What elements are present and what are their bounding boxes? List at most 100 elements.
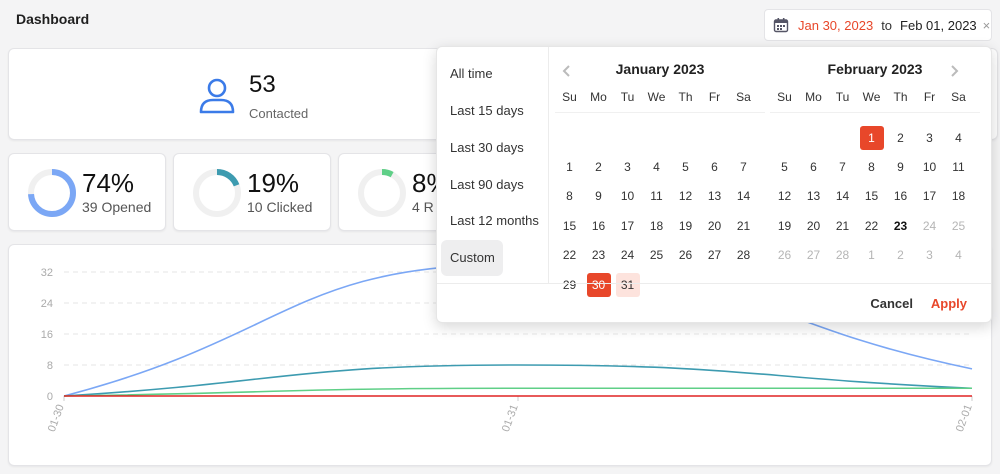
calendar-day[interactable]: 6: [700, 152, 729, 181]
contacted-label: Contacted: [249, 106, 309, 121]
calendar-day[interactable]: 4: [944, 123, 973, 152]
calendar-day[interactable]: 13: [700, 182, 729, 211]
calendar-day[interactable]: 19: [671, 211, 700, 240]
calendar-day[interactable]: 13: [799, 182, 828, 211]
calendar-day[interactable]: 15: [555, 211, 584, 240]
calendar-day[interactable]: 2: [886, 123, 915, 152]
calendar-day[interactable]: 18: [642, 211, 671, 240]
calendar-day[interactable]: 11: [944, 152, 973, 181]
preset-all-time[interactable]: All time: [450, 66, 493, 81]
calendar-day[interactable]: 9: [886, 152, 915, 181]
date-range-picker[interactable]: Jan 30, 2023 to Feb 01, 2023 ×: [764, 9, 992, 41]
calendar-day[interactable]: 21: [729, 211, 758, 240]
calendar-day[interactable]: 12: [671, 182, 700, 211]
calendar-day[interactable]: 19: [770, 211, 799, 240]
calendar-day[interactable]: 17: [915, 182, 944, 211]
calendar-day[interactable]: 7: [729, 152, 758, 181]
calendar-day[interactable]: 12: [770, 182, 799, 211]
calendar-day[interactable]: 23: [886, 211, 915, 240]
calendar-day-empty: [584, 123, 613, 152]
calendar-day[interactable]: 11: [642, 182, 671, 211]
calendar-day[interactable]: 28: [828, 241, 857, 270]
calendar-day-number: [674, 126, 698, 150]
calendar-day[interactable]: 27: [799, 241, 828, 270]
calendar-day[interactable]: 22: [555, 241, 584, 270]
preset-last-15-days[interactable]: Last 15 days: [450, 103, 524, 118]
calendar-day-empty: [770, 123, 799, 152]
calendar-day[interactable]: 1: [857, 123, 886, 152]
series-line: [63, 364, 973, 397]
calendar-day[interactable]: 14: [729, 182, 758, 211]
chevron-right-icon[interactable]: [948, 64, 960, 78]
calendar-day[interactable]: 15: [857, 182, 886, 211]
calendar-day[interactable]: 2: [886, 241, 915, 270]
calendar-day-number: 6: [711, 160, 718, 175]
preset-custom[interactable]: Custom: [441, 240, 503, 276]
calendar-day[interactable]: 30: [584, 270, 613, 299]
clicked-percent: 19%: [247, 168, 300, 198]
calendar-day[interactable]: 3: [613, 152, 642, 181]
calendar-day[interactable]: 10: [915, 152, 944, 181]
preset-last-90-days[interactable]: Last 90 days: [450, 177, 524, 192]
calendar-day-number: 25: [951, 218, 966, 233]
chevron-left-icon[interactable]: [561, 64, 573, 78]
calendar-day[interactable]: 4: [944, 241, 973, 270]
calendar-day[interactable]: 24: [613, 241, 642, 270]
calendar-day[interactable]: 5: [671, 152, 700, 181]
calendar-day[interactable]: 4: [642, 152, 671, 181]
calendar-day[interactable]: 20: [700, 211, 729, 240]
opened-card: 74% 39 Opened: [8, 153, 166, 231]
month-title: February 2023: [827, 61, 923, 77]
calendar-day[interactable]: 25: [944, 211, 973, 240]
calendar-day[interactable]: 1: [555, 152, 584, 181]
calendar-day[interactable]: 8: [555, 182, 584, 211]
y-tick-label: 8: [47, 360, 53, 372]
cancel-button[interactable]: Cancel: [870, 296, 913, 311]
calendar-day-number: 22: [864, 218, 879, 233]
calendar-day[interactable]: 26: [770, 241, 799, 270]
calendar-day[interactable]: 22: [857, 211, 886, 240]
calendar-day[interactable]: 14: [828, 182, 857, 211]
calendar-day[interactable]: 24: [915, 211, 944, 240]
calendar-day[interactable]: 1: [857, 241, 886, 270]
calendar-day[interactable]: 16: [886, 182, 915, 211]
preset-last-12-months[interactable]: Last 12 months: [450, 213, 539, 228]
calendar-day-number: 4: [955, 130, 962, 145]
calendar-day-number: 26: [678, 248, 693, 263]
calendar-day[interactable]: 21: [828, 211, 857, 240]
calendar-day[interactable]: 3: [915, 123, 944, 152]
calendar-day[interactable]: 10: [613, 182, 642, 211]
picker-footer: Cancel Apply: [437, 283, 991, 324]
calendar-day[interactable]: 5: [770, 152, 799, 181]
calendar-day[interactable]: 25: [642, 241, 671, 270]
weekday-label: Mo: [590, 90, 607, 104]
preset-last-30-days[interactable]: Last 30 days: [450, 140, 524, 155]
calendar-day[interactable]: 7: [828, 152, 857, 181]
calendar-day[interactable]: 29: [555, 270, 584, 299]
calendar-day[interactable]: 18: [944, 182, 973, 211]
weekday-label: Su: [777, 90, 792, 104]
calendar-day[interactable]: 16: [584, 211, 613, 240]
calendar-day[interactable]: 3: [915, 241, 944, 270]
clear-date-button[interactable]: ×: [982, 17, 991, 33]
calendar-day-number: 28: [835, 248, 850, 263]
calendar-day[interactable]: 28: [729, 241, 758, 270]
calendar-day-number: 10: [620, 189, 635, 204]
calendar-day-empty: [729, 123, 758, 152]
apply-button[interactable]: Apply: [930, 296, 967, 311]
calendar-day-number: 17: [922, 189, 937, 204]
calendar-day[interactable]: 8: [857, 152, 886, 181]
weekday-label: Su: [562, 90, 577, 104]
calendar-day[interactable]: 31: [613, 270, 642, 299]
calendar-day[interactable]: 26: [671, 241, 700, 270]
date-range-start: Jan 30, 2023: [798, 17, 874, 33]
calendar-day[interactable]: 17: [613, 211, 642, 240]
calendar-day[interactable]: 20: [799, 211, 828, 240]
calendar-day[interactable]: 9: [584, 182, 613, 211]
calendar-day[interactable]: 27: [700, 241, 729, 270]
calendar-day[interactable]: 6: [799, 152, 828, 181]
calendar-day[interactable]: 2: [584, 152, 613, 181]
calendar-day[interactable]: 23: [584, 241, 613, 270]
calendar-day-number: 5: [781, 160, 788, 175]
